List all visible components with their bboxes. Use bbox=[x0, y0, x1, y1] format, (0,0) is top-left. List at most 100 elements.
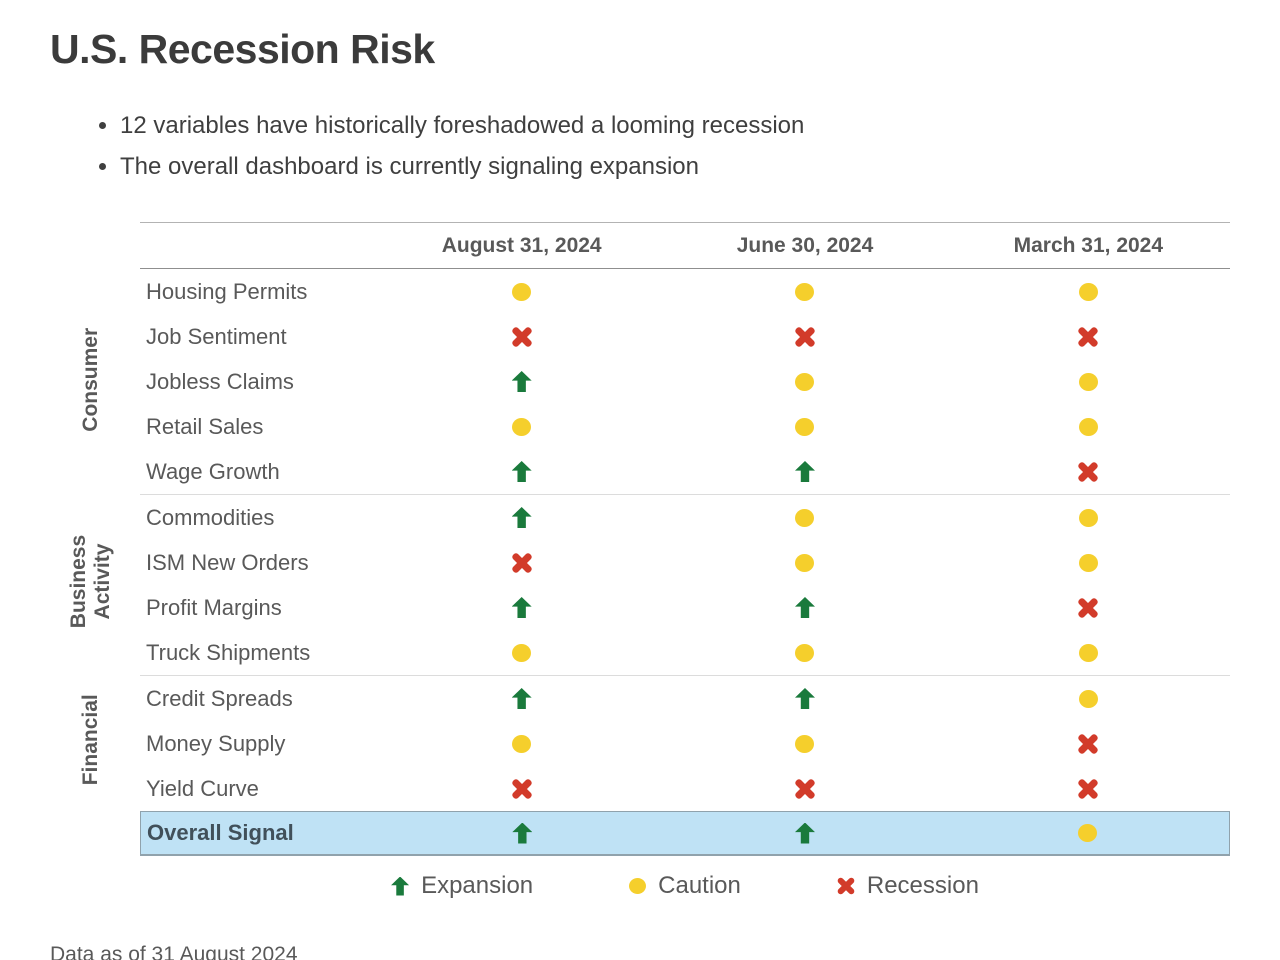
legend-item-recession: Recession bbox=[837, 872, 979, 900]
expansion-icon bbox=[391, 876, 410, 896]
caution-icon bbox=[795, 553, 815, 572]
row-label: Yield Curve bbox=[146, 775, 259, 801]
signal-cell bbox=[946, 824, 1229, 842]
group-label-business-activity: Business Activity bbox=[48, 492, 134, 672]
header-col-june: June 30, 2024 bbox=[736, 233, 874, 257]
caution-icon bbox=[795, 508, 815, 527]
signal-cell bbox=[947, 779, 1230, 799]
table-row: Job Sentiment bbox=[140, 314, 1230, 359]
row-label: Commodities bbox=[146, 504, 275, 530]
caution-icon bbox=[1078, 282, 1098, 301]
caution-icon bbox=[1078, 372, 1098, 391]
table-row: Yield Curve bbox=[140, 766, 1230, 811]
bullet-item: The overall dashboard is currently signa… bbox=[120, 153, 804, 181]
expansion-icon bbox=[512, 822, 533, 844]
caution-icon bbox=[512, 643, 532, 662]
signal-cell bbox=[664, 822, 947, 844]
caution-icon bbox=[1078, 643, 1098, 662]
signal-cell bbox=[380, 643, 663, 662]
table-row: Credit Spreads bbox=[140, 675, 1230, 721]
caution-icon bbox=[1078, 553, 1098, 572]
row-label: Profit Margins bbox=[146, 594, 282, 620]
recession-icon bbox=[1078, 598, 1098, 618]
signal-cell bbox=[947, 417, 1230, 436]
caution-icon bbox=[795, 282, 815, 301]
caution-icon bbox=[512, 734, 532, 753]
row-label: Overall Signal bbox=[147, 820, 294, 845]
header-col-march: March 31, 2024 bbox=[1013, 233, 1164, 257]
signal-cell bbox=[947, 734, 1230, 754]
bullet-item: 12 variables have historically foreshado… bbox=[120, 112, 804, 140]
table-row: Money Supply bbox=[140, 721, 1230, 766]
signal-cell bbox=[663, 417, 946, 436]
signal-cell bbox=[663, 461, 946, 482]
caution-icon bbox=[1078, 824, 1098, 842]
row-label: Money Supply bbox=[146, 730, 286, 756]
legend-label: Recession bbox=[866, 872, 979, 899]
signal-cell bbox=[381, 822, 664, 844]
signal-cell bbox=[947, 598, 1230, 618]
signal-cell bbox=[663, 643, 946, 662]
table-row: Commodities bbox=[140, 494, 1230, 540]
row-label: Housing Permits bbox=[146, 278, 308, 304]
expansion-icon bbox=[794, 688, 815, 709]
recession-icon bbox=[795, 779, 815, 799]
recession-icon bbox=[1078, 779, 1098, 799]
group-label-text: Financial bbox=[79, 693, 103, 786]
group-label-text: Consumer bbox=[79, 327, 103, 432]
expansion-icon bbox=[511, 597, 532, 618]
table-row: Retail Sales bbox=[140, 404, 1230, 449]
caution-icon bbox=[1078, 417, 1098, 436]
recession-icon bbox=[512, 327, 532, 347]
signal-cell bbox=[947, 643, 1230, 662]
group-label-consumer: Consumer bbox=[48, 267, 134, 492]
signal-cell bbox=[380, 417, 663, 436]
recession-icon bbox=[1078, 462, 1098, 482]
signal-cell bbox=[380, 461, 663, 482]
signal-cell bbox=[663, 282, 946, 301]
expansion-icon bbox=[794, 597, 815, 618]
signal-cell bbox=[380, 282, 663, 301]
signal-cell bbox=[663, 734, 946, 753]
row-label: Jobless Claims bbox=[146, 368, 294, 394]
recession-icon bbox=[512, 779, 532, 799]
signal-cell bbox=[663, 372, 946, 391]
signal-cell bbox=[380, 371, 663, 392]
row-label: Credit Spreads bbox=[146, 685, 293, 711]
expansion-icon bbox=[794, 822, 815, 844]
signal-cell bbox=[947, 462, 1230, 482]
table-row: Jobless Claims bbox=[140, 359, 1230, 404]
signal-cell bbox=[663, 327, 946, 347]
signal-cell bbox=[380, 507, 663, 528]
signal-cell bbox=[380, 688, 663, 709]
group-label-text: Business Activity bbox=[67, 535, 114, 629]
recession-icon bbox=[795, 327, 815, 347]
signal-cell bbox=[947, 327, 1230, 347]
header-col-august: August 31, 2024 bbox=[441, 233, 602, 257]
signal-cell bbox=[947, 689, 1230, 708]
row-label: Wage Growth bbox=[146, 458, 280, 484]
row-label: ISM New Orders bbox=[146, 549, 309, 575]
signal-cell bbox=[380, 734, 663, 753]
recession-icon bbox=[1078, 327, 1098, 347]
page-title: U.S. Recession Risk bbox=[50, 26, 435, 72]
table-row: Wage Growth bbox=[140, 449, 1230, 494]
table-row: Profit Margins bbox=[140, 585, 1230, 630]
legend-label: Expansion bbox=[421, 872, 534, 899]
group-label-financial: Financial bbox=[48, 672, 134, 807]
caution-icon bbox=[795, 417, 815, 436]
table-row: Truck Shipments bbox=[140, 630, 1230, 675]
expansion-icon bbox=[511, 461, 532, 482]
caution-icon bbox=[795, 734, 815, 753]
recession-icon bbox=[837, 877, 855, 895]
recession-icon bbox=[1078, 734, 1098, 754]
table-row: ISM New Orders bbox=[140, 540, 1230, 585]
signal-cell bbox=[663, 508, 946, 527]
caution-icon bbox=[1078, 689, 1098, 708]
caution-icon bbox=[1078, 508, 1098, 527]
signal-cell bbox=[663, 553, 946, 572]
signal-cell bbox=[663, 688, 946, 709]
expansion-icon bbox=[511, 371, 532, 392]
bullet-list: 12 variables have historically foreshado… bbox=[92, 112, 804, 194]
